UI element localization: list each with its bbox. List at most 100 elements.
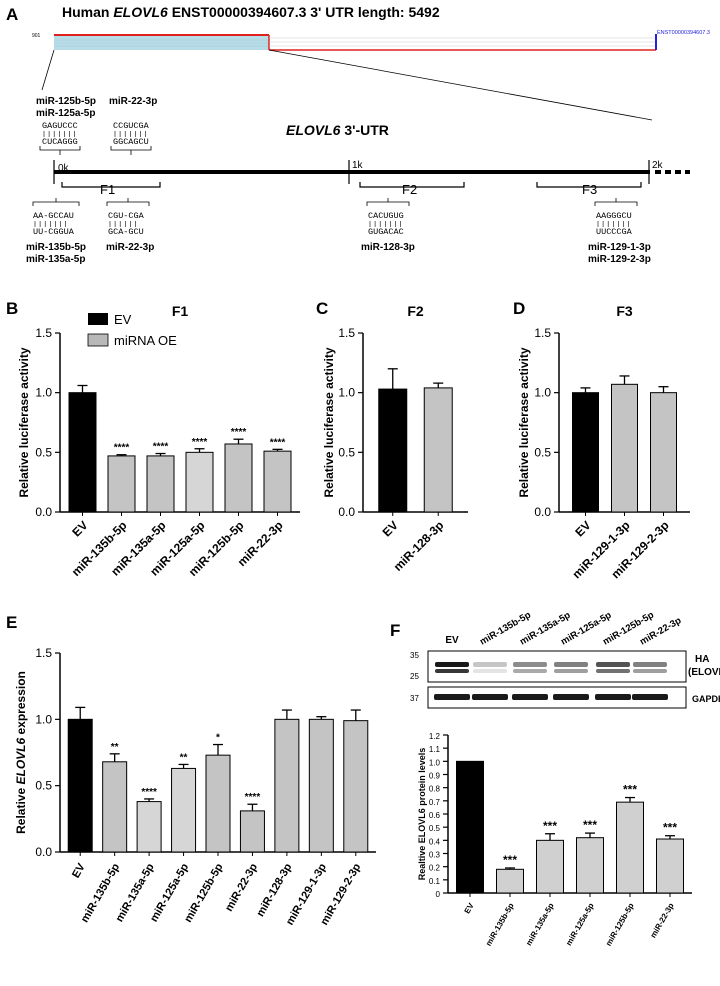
track-right-label: ENST00000394607.3 bbox=[657, 30, 710, 36]
fragment-bracket-f3 bbox=[536, 182, 642, 188]
x-tick-label: EV bbox=[70, 861, 88, 880]
blot-band-ha-upper bbox=[554, 662, 588, 667]
y-axis-label: Relative luciferase activity bbox=[322, 347, 336, 497]
bar bbox=[423, 387, 453, 513]
blot-label-elovl6: (ELOVL6) bbox=[688, 667, 720, 678]
blot-band-gapdh bbox=[553, 694, 589, 700]
blot-band-ha-lower bbox=[435, 669, 469, 673]
significance-label: * bbox=[216, 733, 220, 744]
fragment-bracket-f1 bbox=[61, 182, 161, 188]
seq-bottom: CUCAGGG bbox=[42, 137, 78, 147]
marker-25: 25 bbox=[410, 672, 419, 681]
x-tick-label: miR-135a-5p bbox=[524, 901, 556, 947]
y-tick-label: 1.0 bbox=[534, 386, 551, 400]
y-tick-label: 0.7 bbox=[429, 798, 441, 807]
y-tick-label: 0.4 bbox=[429, 837, 441, 846]
bar bbox=[611, 383, 638, 513]
blot-band-ha-lower bbox=[633, 669, 667, 673]
bar bbox=[185, 451, 214, 513]
significance-label: *** bbox=[543, 819, 557, 833]
blot-band-ha-lower bbox=[596, 669, 630, 673]
y-axis-label: Realtive ELOVL6 protein levels bbox=[417, 748, 427, 881]
bar bbox=[378, 388, 408, 513]
western-blot: EV miR-135b-5pmiR-135a-5pmiR-125a-5pmiR-1… bbox=[410, 609, 720, 709]
fragment-f2-label: F2 bbox=[402, 182, 417, 197]
fragment-f1-label: F1 bbox=[100, 182, 115, 197]
bar bbox=[456, 760, 484, 894]
bar bbox=[224, 443, 253, 513]
chart-panel-e: 0.0 0.5 1.0 1.5 Relative ELOVL6 expression EV… bbox=[14, 646, 376, 927]
bar bbox=[205, 754, 231, 853]
blot-band-gapdh bbox=[512, 694, 548, 700]
y-tick-label: 1.2 bbox=[429, 732, 441, 741]
y-tick-label: 1.5 bbox=[35, 646, 52, 660]
legend-swatch-ev bbox=[88, 313, 108, 325]
significance-label: *** bbox=[503, 853, 517, 867]
bar bbox=[572, 392, 599, 513]
x-tick-label: EV bbox=[380, 518, 401, 539]
track-grey-lines bbox=[269, 37, 656, 47]
bar bbox=[308, 718, 334, 853]
utr-title: ELOVL6 3'-UTR bbox=[286, 122, 389, 138]
zoom-line-right bbox=[268, 49, 653, 121]
blot-band-gapdh bbox=[632, 694, 668, 700]
fragment-f3-label: F3 bbox=[582, 182, 597, 197]
x-tick-label: EV bbox=[69, 518, 90, 539]
site-mir-label: miR-129-1-3p bbox=[588, 242, 651, 253]
y-tick-label: 0 bbox=[436, 890, 441, 899]
significance-label: *** bbox=[623, 783, 637, 797]
scale-2k: 2k bbox=[652, 160, 664, 171]
seq-bottom: GGCAGCU bbox=[113, 137, 149, 147]
bar bbox=[102, 761, 128, 853]
fragment-bracket-f2 bbox=[359, 182, 465, 188]
significance-label: *** bbox=[663, 821, 677, 835]
significance-label: **** bbox=[153, 442, 169, 453]
site-mir-label: miR-135a-5p bbox=[26, 254, 85, 265]
bar bbox=[68, 392, 97, 513]
significance-label: **** bbox=[245, 792, 261, 803]
bar bbox=[536, 839, 564, 894]
blot-label-gapdh: GAPDH bbox=[692, 694, 720, 704]
panel-a: A Human ELOVL6 ENST00000394607.3 3' UTR … bbox=[6, 4, 710, 265]
blot-band-ha-upper bbox=[633, 662, 667, 667]
significance-label: **** bbox=[270, 437, 286, 448]
x-tick-label: miR-22-3p bbox=[649, 901, 676, 939]
bar bbox=[136, 801, 162, 853]
y-tick-label: 0.6 bbox=[429, 811, 441, 820]
significance-label: ** bbox=[111, 742, 119, 753]
zoom-line-left bbox=[41, 49, 55, 91]
blot-band-ha-lower bbox=[554, 669, 588, 673]
panel-a-header: Human ELOVL6 ENST00000394607.3 3' UTR le… bbox=[62, 4, 440, 20]
bar bbox=[496, 868, 524, 894]
marker-35: 35 bbox=[410, 651, 419, 660]
chart-panel-f: 0 0.1 0.2 0.3 0.4 0.5 0.6 0.7 0.8 0.9 1.0 1.1 1.2Rea… bbox=[417, 732, 692, 948]
significance-label: *** bbox=[583, 818, 597, 832]
blot-label-ha: HA bbox=[695, 654, 709, 665]
site-bracket bbox=[110, 146, 152, 155]
y-tick-label: 1.0 bbox=[35, 712, 52, 726]
base-pair-ticks bbox=[43, 131, 146, 137]
seq-top: AAGGGCU bbox=[596, 211, 632, 221]
panel-c-letter: C bbox=[316, 299, 328, 318]
panel-e-letter: E bbox=[6, 613, 17, 632]
site-mir-label: miR-22-3p bbox=[109, 96, 157, 107]
significance-label: ** bbox=[180, 752, 188, 763]
seq-bottom: GCA-GCU bbox=[108, 227, 144, 237]
site-mir-label: miR-135b-5p bbox=[26, 242, 86, 253]
bar bbox=[576, 837, 604, 894]
x-tick-label: miR-125a-5p bbox=[564, 901, 596, 947]
y-tick-label: 0.5 bbox=[35, 445, 52, 459]
scale-0k: 0k bbox=[58, 163, 70, 174]
blot-band-gapdh bbox=[434, 694, 470, 700]
y-tick-label: 0.0 bbox=[534, 505, 551, 519]
seq-top: CCGUCGA bbox=[113, 121, 150, 131]
seq-top: CACUGUG bbox=[368, 211, 404, 221]
y-tick-label: 0.5 bbox=[429, 824, 441, 833]
y-tick-label: 0.5 bbox=[35, 779, 52, 793]
y-tick-label: 0.1 bbox=[429, 877, 441, 886]
bar bbox=[343, 720, 369, 853]
bar bbox=[67, 718, 93, 853]
track-hatch bbox=[54, 39, 269, 47]
significance-label: **** bbox=[192, 437, 208, 448]
blot-bands bbox=[434, 662, 668, 700]
